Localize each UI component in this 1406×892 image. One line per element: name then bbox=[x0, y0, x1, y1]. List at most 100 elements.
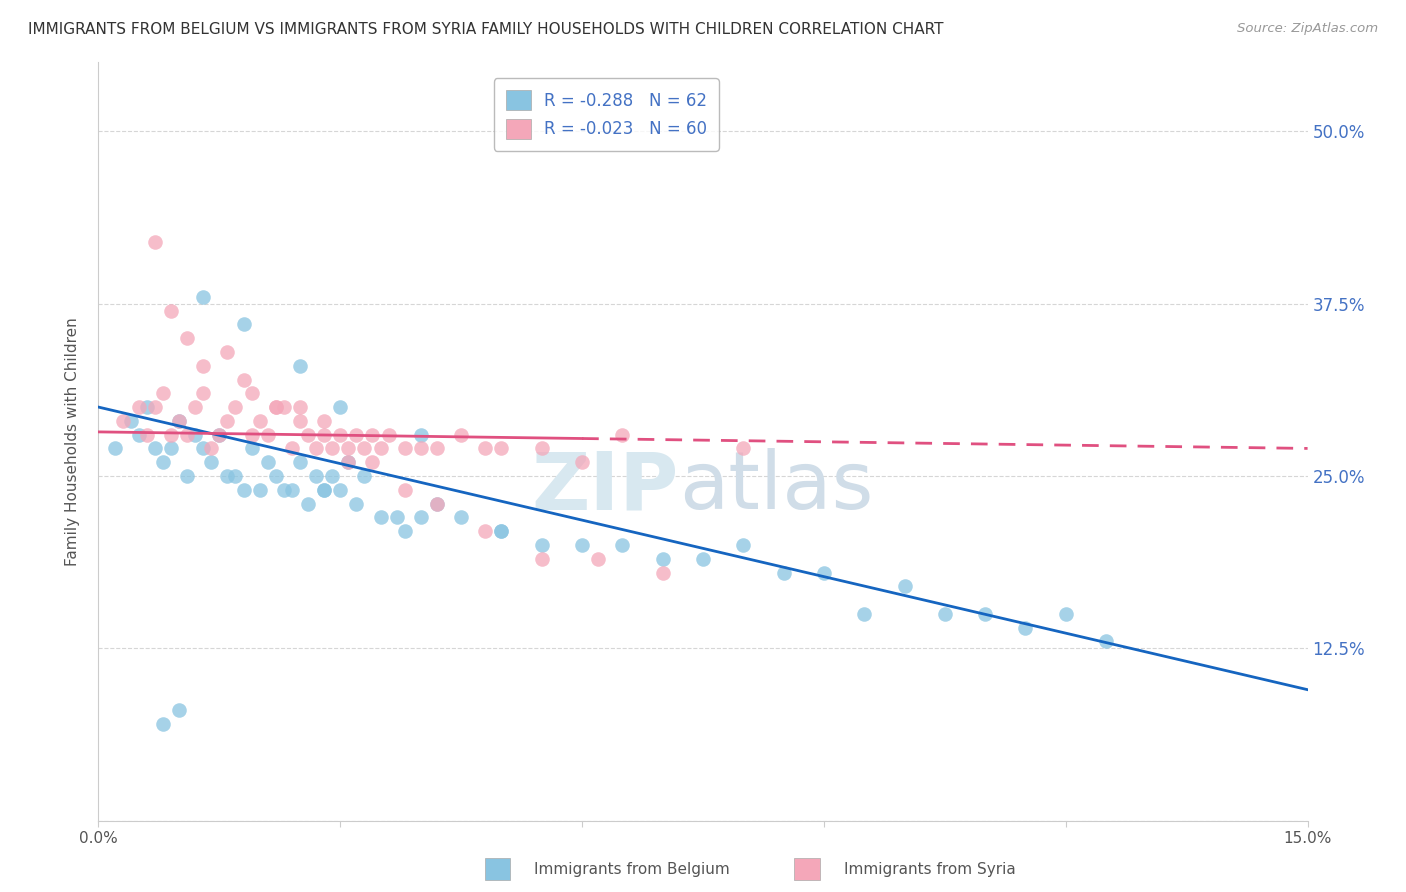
Point bbox=[264, 400, 287, 414]
Point bbox=[377, 427, 399, 442]
Point bbox=[167, 414, 190, 428]
Point bbox=[193, 290, 215, 304]
Text: Immigrants from Belgium: Immigrants from Belgium bbox=[534, 863, 730, 877]
Point bbox=[491, 524, 513, 538]
Point bbox=[128, 427, 150, 442]
Point bbox=[651, 566, 673, 580]
Point bbox=[361, 427, 384, 442]
Point bbox=[288, 455, 311, 469]
Point bbox=[733, 538, 755, 552]
Legend: R = -0.288   N = 62, R = -0.023   N = 60: R = -0.288 N = 62, R = -0.023 N = 60 bbox=[494, 78, 718, 151]
Point bbox=[586, 551, 609, 566]
Point bbox=[853, 607, 876, 621]
Point bbox=[530, 442, 553, 456]
Point bbox=[426, 497, 449, 511]
Point bbox=[733, 442, 755, 456]
Point bbox=[337, 442, 360, 456]
Point bbox=[143, 442, 166, 456]
Point bbox=[103, 442, 125, 456]
Point bbox=[281, 442, 304, 456]
Point bbox=[361, 455, 384, 469]
Point bbox=[329, 400, 352, 414]
Point bbox=[167, 414, 190, 428]
Point bbox=[394, 524, 416, 538]
Text: ZIP: ZIP bbox=[531, 448, 679, 526]
Point bbox=[167, 703, 190, 717]
Point bbox=[409, 510, 432, 524]
Point bbox=[264, 400, 287, 414]
Point bbox=[474, 524, 496, 538]
Point bbox=[426, 442, 449, 456]
Point bbox=[394, 442, 416, 456]
Point bbox=[193, 386, 215, 401]
Point bbox=[176, 469, 198, 483]
Point bbox=[409, 442, 432, 456]
Point bbox=[491, 524, 513, 538]
Point bbox=[249, 414, 271, 428]
Point bbox=[273, 483, 295, 497]
Point bbox=[249, 483, 271, 497]
Point bbox=[111, 414, 134, 428]
Point bbox=[143, 235, 166, 249]
Point bbox=[288, 414, 311, 428]
Point bbox=[314, 483, 336, 497]
Point bbox=[530, 538, 553, 552]
Point bbox=[232, 372, 254, 386]
Point bbox=[305, 469, 328, 483]
Point bbox=[491, 442, 513, 456]
Point bbox=[200, 442, 222, 456]
Point bbox=[184, 400, 207, 414]
Text: Source: ZipAtlas.com: Source: ZipAtlas.com bbox=[1237, 22, 1378, 36]
Point bbox=[184, 427, 207, 442]
Point bbox=[370, 510, 392, 524]
Point bbox=[256, 427, 278, 442]
Point bbox=[152, 386, 174, 401]
Point bbox=[224, 469, 246, 483]
Point bbox=[394, 483, 416, 497]
Point bbox=[474, 442, 496, 456]
Point bbox=[281, 483, 304, 497]
Point bbox=[337, 455, 360, 469]
Point bbox=[314, 427, 336, 442]
Point bbox=[305, 442, 328, 456]
Point bbox=[612, 538, 634, 552]
Point bbox=[934, 607, 956, 621]
Point bbox=[217, 414, 239, 428]
Point bbox=[321, 469, 343, 483]
Point bbox=[297, 497, 319, 511]
Point bbox=[321, 442, 343, 456]
Point bbox=[208, 427, 231, 442]
Point bbox=[240, 442, 263, 456]
Point bbox=[217, 469, 239, 483]
Point bbox=[314, 414, 336, 428]
Point bbox=[264, 469, 287, 483]
Point bbox=[612, 427, 634, 442]
Point bbox=[232, 483, 254, 497]
Point bbox=[314, 483, 336, 497]
Point bbox=[200, 455, 222, 469]
Point bbox=[297, 427, 319, 442]
Point bbox=[152, 455, 174, 469]
Point bbox=[135, 427, 157, 442]
Point bbox=[176, 331, 198, 345]
Point bbox=[232, 318, 254, 332]
Point bbox=[337, 455, 360, 469]
Point bbox=[450, 510, 472, 524]
Point bbox=[160, 442, 183, 456]
Point bbox=[409, 427, 432, 442]
Point bbox=[1095, 634, 1118, 648]
Point bbox=[450, 427, 472, 442]
Point bbox=[893, 579, 915, 593]
Point bbox=[772, 566, 794, 580]
Text: atlas: atlas bbox=[679, 448, 873, 526]
Point bbox=[273, 400, 295, 414]
Point bbox=[370, 442, 392, 456]
Point bbox=[193, 359, 215, 373]
Point bbox=[530, 551, 553, 566]
Point bbox=[571, 538, 593, 552]
Text: Immigrants from Syria: Immigrants from Syria bbox=[844, 863, 1015, 877]
Point bbox=[651, 551, 673, 566]
Point bbox=[240, 386, 263, 401]
Point bbox=[193, 442, 215, 456]
Point bbox=[344, 497, 367, 511]
